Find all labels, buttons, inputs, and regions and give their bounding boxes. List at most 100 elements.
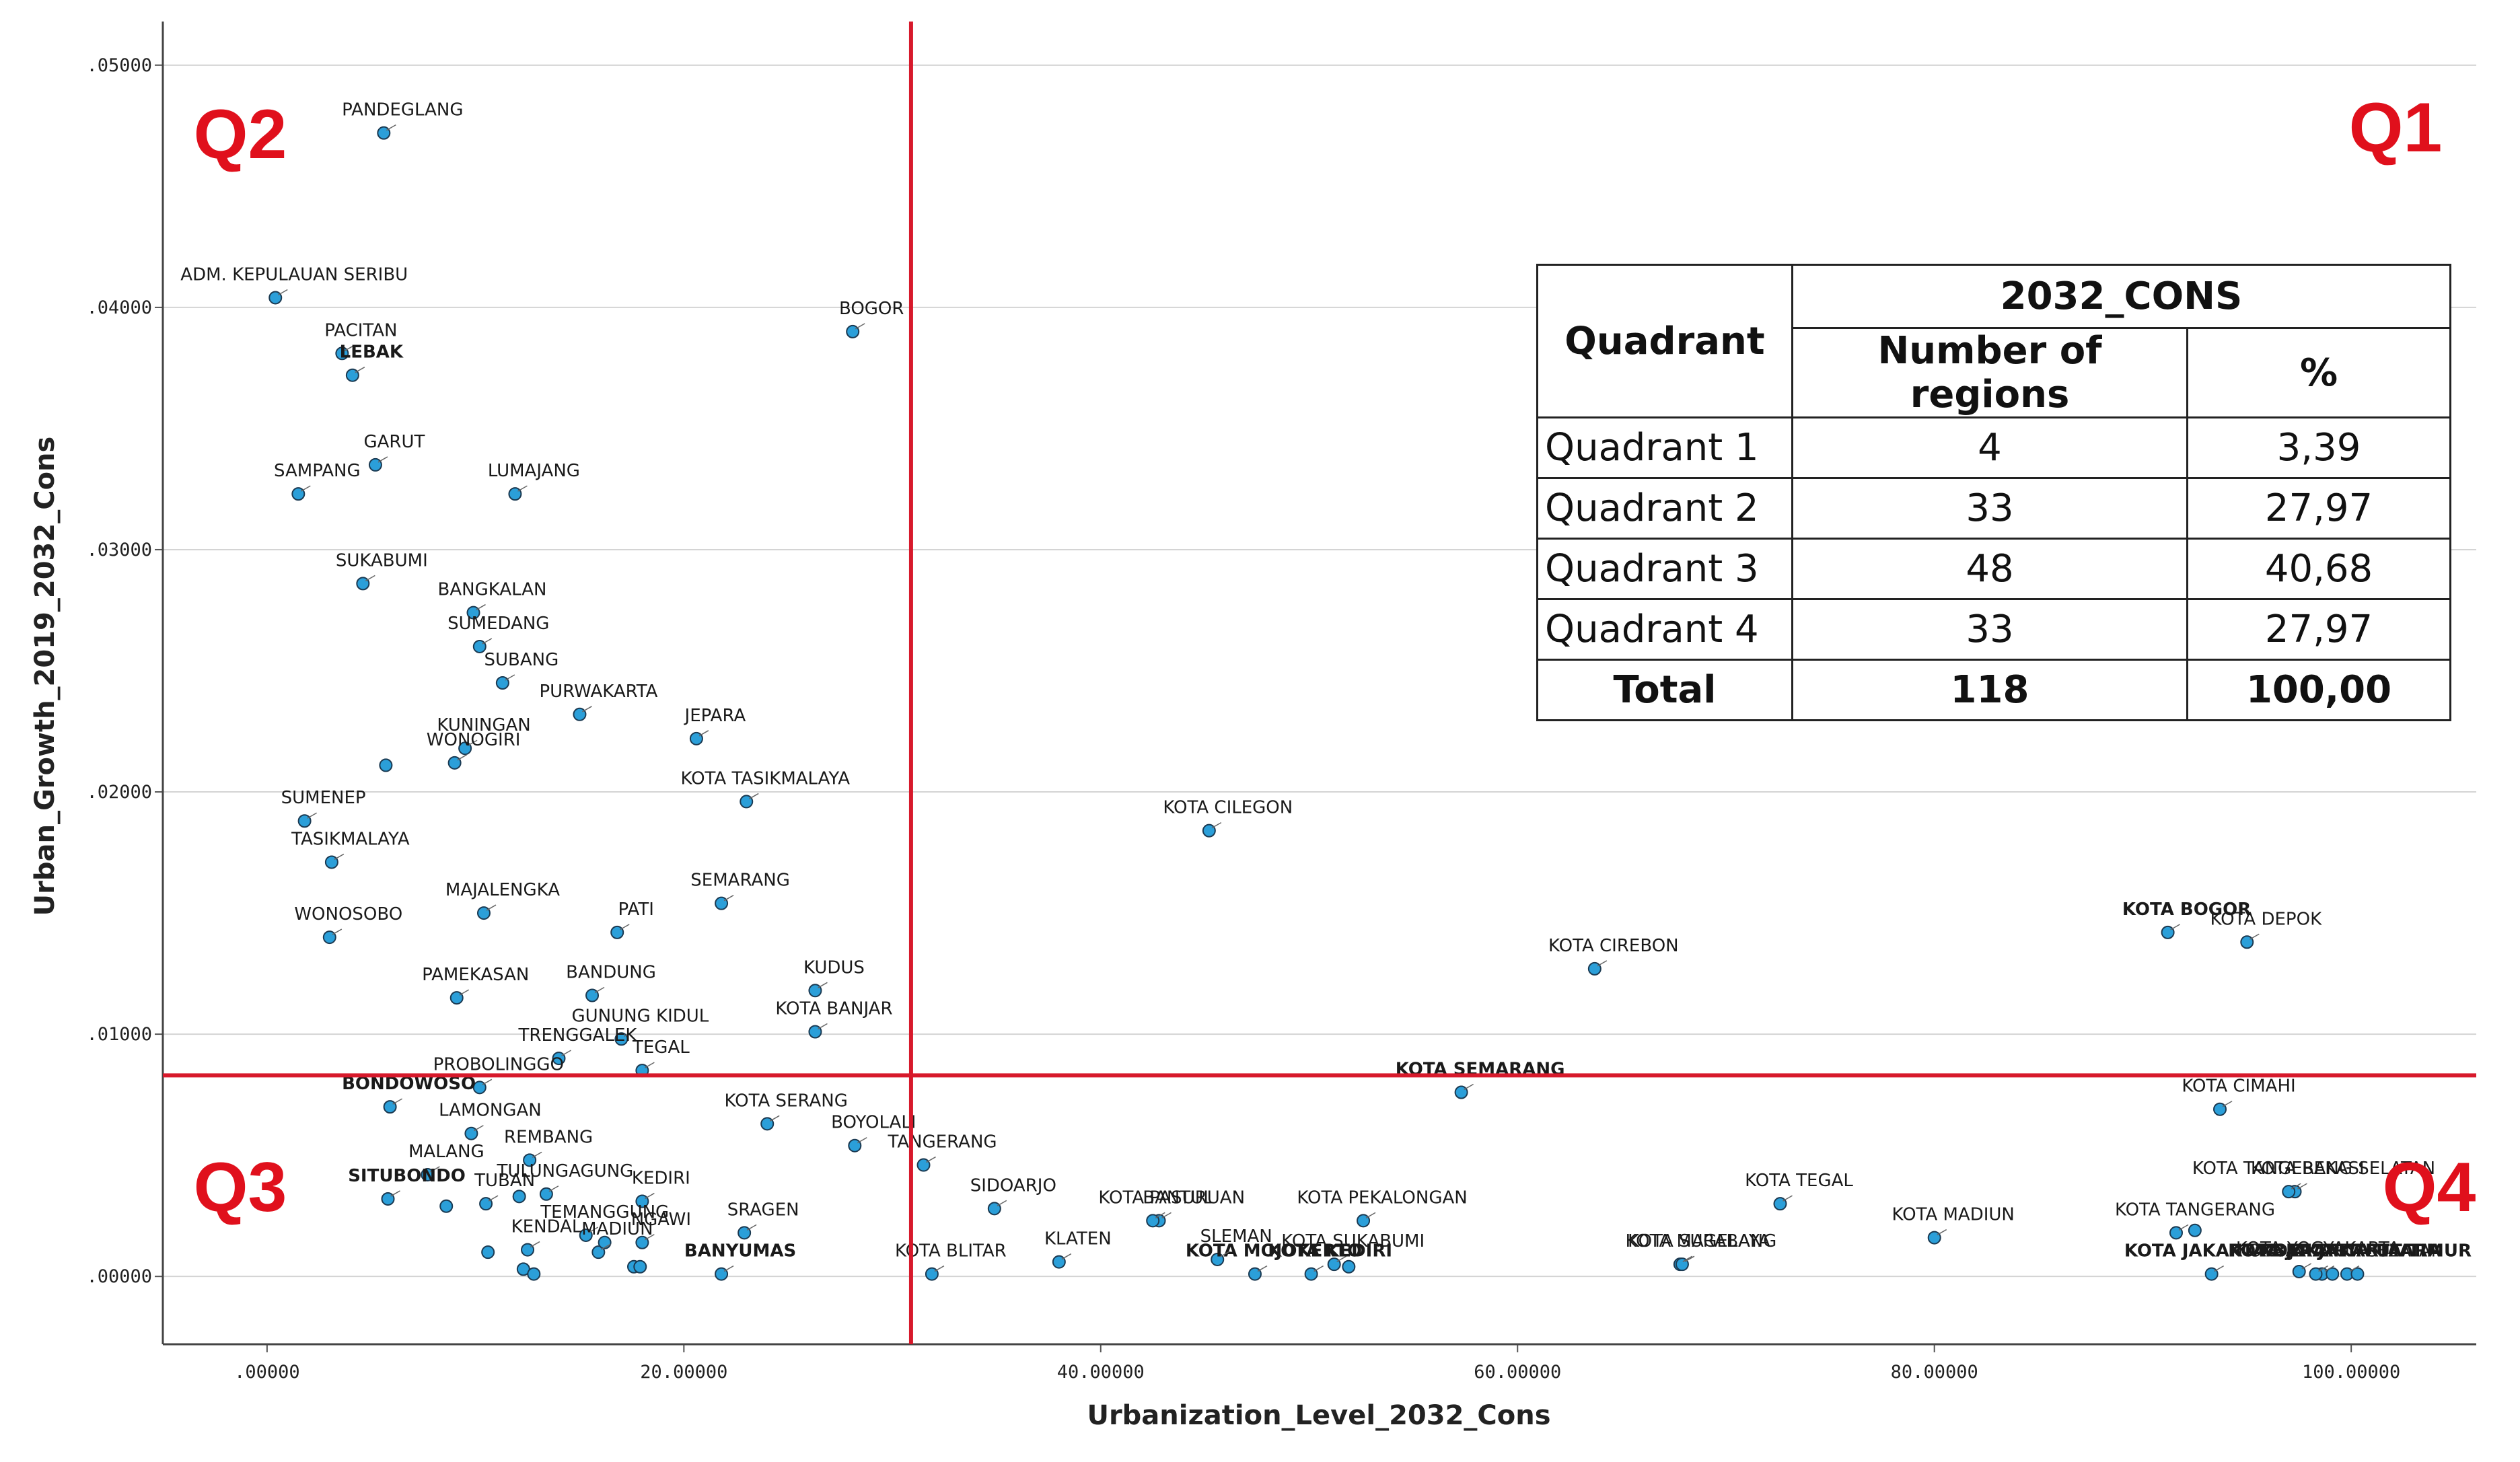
point-label: KUDUS — [803, 957, 865, 978]
label-leader — [1219, 1251, 1230, 1257]
data-point — [715, 896, 729, 910]
data-point — [368, 458, 382, 472]
data-point — [481, 1245, 495, 1259]
label-leader — [332, 928, 343, 935]
x-tick-label: .00000 — [234, 1362, 300, 1383]
label-leader — [2301, 1263, 2312, 1270]
y-tick-label: .03000 — [86, 540, 152, 560]
label-leader — [476, 604, 486, 611]
label-leader — [548, 1185, 559, 1192]
data-point — [689, 731, 703, 745]
table-row: Quadrant 1 4 3,39 — [1536, 416, 2451, 479]
point-label: KOTA TASIKMALAYA — [680, 768, 850, 789]
data-point — [512, 1190, 526, 1204]
data-point — [377, 126, 391, 140]
label-leader — [600, 1243, 611, 1250]
label-leader — [723, 1265, 734, 1272]
data-point — [2282, 1185, 2296, 1199]
point-label: KENDAL — [511, 1217, 582, 1237]
point-label: KOTA JAKARTA SELATAN — [2238, 1241, 2444, 1262]
point-label: BANGKALAN — [438, 580, 547, 600]
point-label: MADIUN — [581, 1219, 653, 1239]
data-point — [987, 1202, 1001, 1216]
quadrant-label: Q3 — [194, 1148, 287, 1227]
label-leader — [2222, 1101, 2233, 1107]
point-label: KOTA SURABAYA — [1628, 1231, 1770, 1251]
label-leader — [1464, 1083, 1474, 1091]
y-tick-label: .01000 — [86, 1024, 152, 1045]
point-label: PACITAN — [324, 320, 397, 340]
point-label: KOTA DEPOK — [2210, 909, 2322, 929]
data-point — [2161, 925, 2175, 939]
label-leader — [390, 1190, 400, 1197]
label-leader — [624, 1030, 634, 1037]
label-leader — [561, 1050, 571, 1056]
point-label: WONOSOBO — [294, 904, 402, 924]
data-point — [573, 707, 587, 721]
total-label: Total — [1536, 659, 1793, 721]
data-point — [1773, 1197, 1787, 1211]
point-label: BANYUMAS — [684, 1241, 796, 1262]
data-point — [1304, 1267, 1318, 1281]
point-label: KOTA TANGERANG SELATAN — [2192, 1159, 2435, 1179]
point-label: PURWAKARTA — [539, 682, 657, 702]
point-label: KOTA PEKALONGAN — [1297, 1187, 1467, 1208]
point-label: SUMEDANG — [447, 614, 549, 634]
y-axis-title: Urban_Growth_2019_2032_Cons — [30, 437, 61, 916]
label-leader — [334, 853, 345, 861]
data-point — [345, 368, 359, 382]
point-label: TUBAN — [474, 1171, 535, 1191]
label-leader — [482, 638, 493, 645]
label-leader — [530, 1241, 540, 1248]
point-label: TEMANGGUNG — [540, 1202, 669, 1222]
row-pct: 27,97 — [2186, 477, 2451, 540]
label-leader — [855, 323, 865, 330]
x-tick-label: 100.00000 — [2302, 1362, 2400, 1383]
point-label: LEBAK — [340, 342, 404, 363]
data-point — [1927, 1231, 1941, 1245]
quadrant-summary-table: Quadrant 2032_CONS Number of regions % Q… — [1536, 264, 2451, 721]
data-point — [1146, 1214, 1160, 1228]
data-point — [324, 855, 338, 869]
point-label: SITUBONDO — [348, 1166, 466, 1186]
data-point — [1454, 1085, 1468, 1099]
label-leader — [2178, 1224, 2189, 1231]
table-header-count: Number of regions — [1791, 327, 2188, 418]
point-label: KOTA SERANG — [725, 1091, 848, 1111]
point-label: KOTA SUKABUMI — [1281, 1231, 1425, 1251]
label-leader — [1257, 1265, 1268, 1272]
data-point — [1587, 961, 1601, 976]
data-point — [848, 1138, 862, 1153]
quadrant-label: Q2 — [194, 96, 287, 174]
point-label: KOTA JAKARTA UTARA — [2228, 1241, 2441, 1262]
x-axis-title: Urbanization_Level_2032_Cons — [1087, 1400, 1550, 1431]
point-label: MALANG — [408, 1142, 484, 1162]
row-count: 33 — [1791, 477, 2188, 540]
data-point — [383, 1100, 397, 1114]
label-leader — [746, 1224, 757, 1231]
point-label: TRENGGALEK — [518, 1025, 638, 1046]
data-point — [297, 814, 312, 828]
row-label: Quadrant 1 — [1536, 416, 1793, 479]
label-leader — [1161, 1212, 1172, 1219]
data-point — [521, 1243, 535, 1257]
label-leader — [2324, 1265, 2335, 1272]
point-label: LAMONGAN — [439, 1101, 542, 1121]
point-label: SAMPANG — [274, 461, 361, 481]
data-point — [439, 1199, 454, 1213]
data-point — [1357, 1214, 1371, 1228]
label-leader — [1365, 1212, 1376, 1219]
label-leader — [594, 986, 605, 994]
data-point — [2326, 1267, 2340, 1281]
row-pct: 3,39 — [2186, 416, 2451, 479]
label-leader — [698, 730, 709, 737]
label-leader — [2249, 933, 2260, 940]
point-label: SUKABUMI — [336, 550, 428, 571]
data-point — [2309, 1267, 2323, 1281]
label-leader — [748, 793, 759, 800]
label-leader — [645, 1062, 655, 1068]
table-row: Quadrant 4 33 27,97 — [1536, 598, 2451, 661]
label-leader — [505, 674, 515, 681]
data-point — [2292, 1264, 2306, 1278]
data-point — [268, 291, 283, 305]
